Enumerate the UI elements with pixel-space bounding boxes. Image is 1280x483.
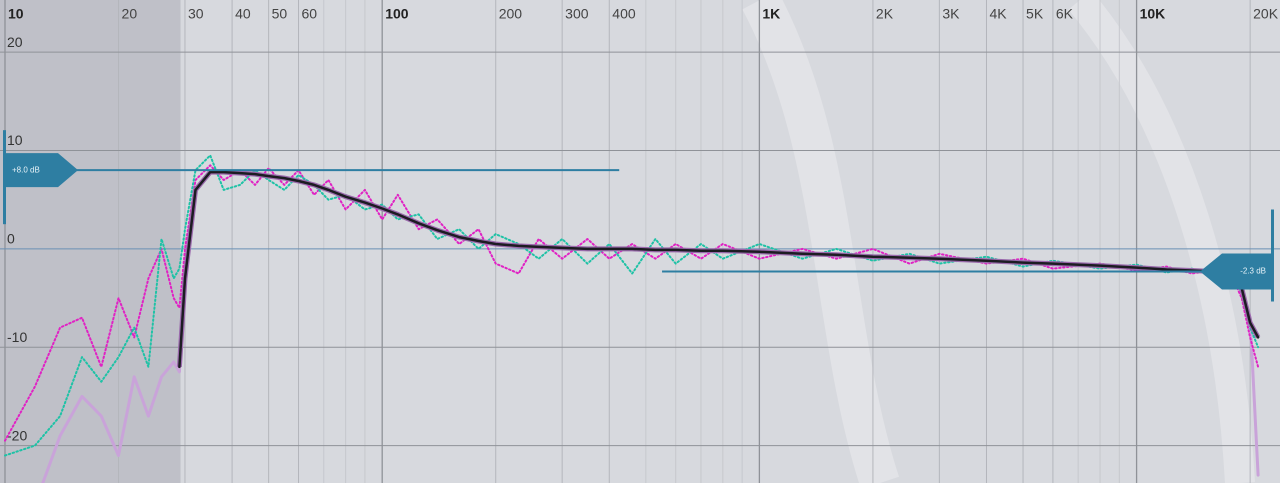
excluded-range bbox=[0, 0, 181, 483]
handle-label: -2.3 dB bbox=[1240, 267, 1266, 276]
line-series bbox=[178, 170, 1260, 369]
x-tick-label: 3K bbox=[942, 6, 960, 22]
y-tick-label: 10 bbox=[7, 132, 23, 148]
handle-bar bbox=[1271, 209, 1274, 302]
x-tick-label: 10K bbox=[1140, 6, 1166, 22]
decoration bbox=[1068, 0, 1255, 483]
x-tick-label: 30 bbox=[188, 6, 204, 22]
x-tick-label: 6K bbox=[1056, 6, 1074, 22]
x-tick-label: 400 bbox=[612, 6, 636, 22]
x-tick-label: 40 bbox=[235, 6, 251, 22]
y-tick-label: 0 bbox=[7, 231, 15, 247]
x-tick-label: 10 bbox=[8, 6, 24, 22]
x-tick-label: 2K bbox=[876, 6, 894, 22]
line-series bbox=[4, 154, 1260, 457]
level-handle bbox=[1200, 253, 1272, 290]
x-tick-label: 5K bbox=[1026, 6, 1044, 22]
x-tick-label: 200 bbox=[499, 6, 523, 22]
y-tick-label: -10 bbox=[7, 329, 27, 345]
y-tick-label: -20 bbox=[7, 427, 27, 443]
x-tick-label: 50 bbox=[272, 6, 288, 22]
decoration bbox=[742, 0, 900, 483]
x-tick-label: 20 bbox=[122, 6, 138, 22]
x-tick-label: 1K bbox=[762, 6, 780, 22]
level-handle bbox=[5, 153, 78, 188]
handle-bar bbox=[3, 130, 6, 225]
x-tick-label: 300 bbox=[565, 6, 589, 22]
x-tick-label: 4K bbox=[989, 6, 1007, 22]
y-tick-label: 20 bbox=[7, 34, 23, 50]
x-tick-label: 60 bbox=[302, 6, 318, 22]
x-tick-label: 20K bbox=[1253, 6, 1279, 22]
handle-label: +8.0 dB bbox=[12, 165, 40, 174]
x-tick-label: 100 bbox=[385, 6, 409, 22]
